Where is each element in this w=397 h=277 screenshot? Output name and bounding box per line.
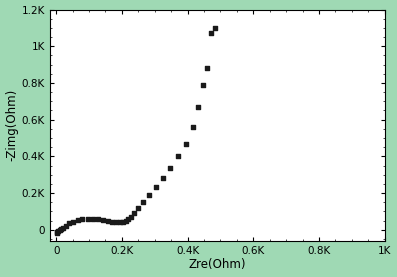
Point xyxy=(100,218,106,222)
Point xyxy=(128,214,134,219)
Point xyxy=(79,217,86,222)
Point xyxy=(140,200,146,204)
Point xyxy=(152,185,159,189)
Point xyxy=(200,83,206,87)
Point xyxy=(195,105,201,109)
Point xyxy=(123,219,129,223)
Point xyxy=(74,218,81,222)
Point xyxy=(204,66,210,71)
Point xyxy=(58,227,65,231)
Point xyxy=(125,217,132,221)
Point xyxy=(109,219,115,224)
Point xyxy=(119,220,126,224)
Point xyxy=(104,219,111,223)
Point xyxy=(183,141,189,146)
Point xyxy=(60,225,67,230)
Point xyxy=(70,219,76,224)
Point xyxy=(54,230,60,235)
Point xyxy=(116,220,123,225)
Point xyxy=(212,26,218,30)
Point xyxy=(85,217,91,221)
Point xyxy=(54,229,61,234)
Point xyxy=(189,125,196,129)
Y-axis label: -Zimg(Ohm): -Zimg(Ohm) xyxy=(6,89,19,161)
X-axis label: Zre(Ohm): Zre(Ohm) xyxy=(189,258,246,271)
Point xyxy=(146,193,152,198)
Point xyxy=(135,206,141,210)
Point xyxy=(55,229,62,233)
Point xyxy=(95,217,101,221)
Point xyxy=(208,31,214,36)
Point xyxy=(160,176,166,180)
Point xyxy=(113,220,119,224)
Point xyxy=(63,224,69,228)
Point xyxy=(57,228,63,232)
Point xyxy=(90,217,96,221)
Point xyxy=(131,211,137,215)
Point xyxy=(175,154,181,159)
Point xyxy=(66,221,73,225)
Point xyxy=(167,166,173,170)
